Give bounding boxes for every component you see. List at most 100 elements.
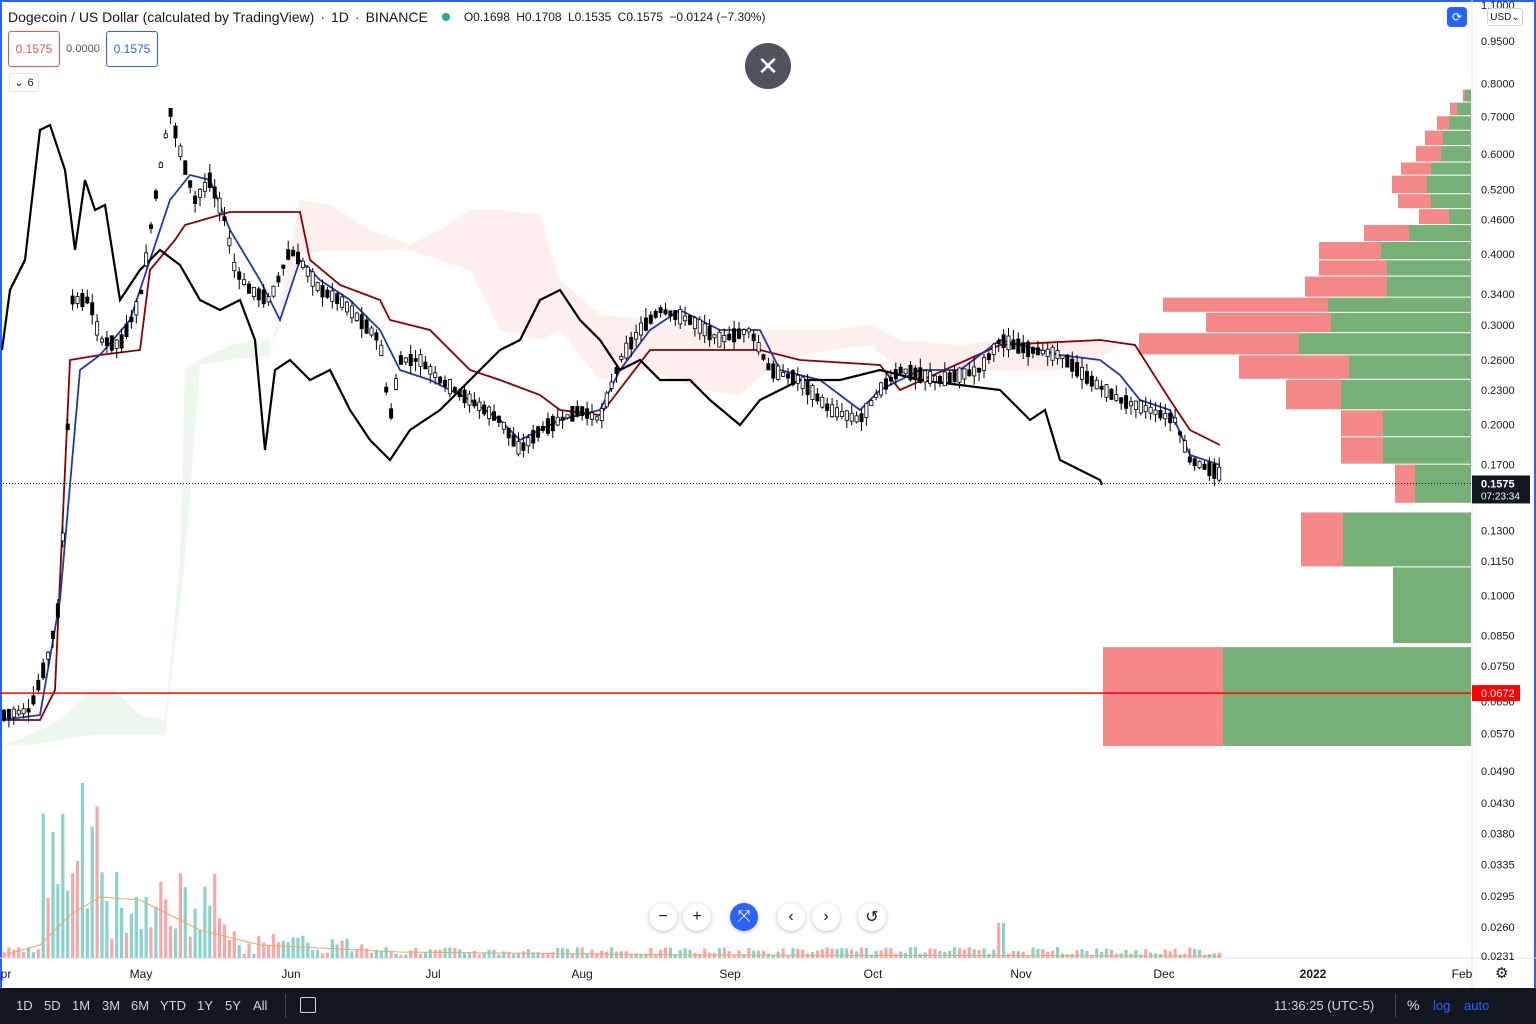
zoom-in-button[interactable]: + [683, 903, 711, 931]
candle-body [452, 387, 457, 393]
candle-body [1040, 349, 1045, 355]
range-3m[interactable]: 3M [102, 998, 121, 1013]
candle-body [305, 266, 310, 277]
candle-body [795, 374, 800, 384]
time-tick-label: Feb [1452, 967, 1473, 981]
time-tick-label: Nov [1010, 967, 1031, 981]
volume-bar [169, 926, 173, 958]
currency-select[interactable]: USD ⌄ [1487, 8, 1523, 26]
calendar-icon[interactable] [300, 997, 316, 1013]
volume-profile-sell [1416, 146, 1441, 162]
log-scale-button[interactable]: log [1433, 998, 1451, 1013]
price-tick-label: 0.0295 [1481, 891, 1515, 903]
candle-body [849, 412, 854, 422]
range-5d[interactable]: 5D [44, 998, 61, 1013]
percent-scale-button[interactable]: % [1407, 997, 1420, 1013]
volume-bar [815, 950, 819, 958]
volume-bar [75, 860, 80, 958]
reset-chart-button[interactable]: ↺ [858, 903, 886, 931]
gear-icon[interactable]: ⚙ [1495, 965, 1509, 982]
bottom-toolbar: 1D 5D 1M 3M 6M YTD 1Y 5Y All 11:36:25 (U… [0, 988, 1536, 1024]
volume-profile-buy [1328, 297, 1471, 312]
candle-body [658, 307, 663, 314]
candle-body [732, 328, 737, 343]
volume-profile-buy [1343, 512, 1471, 567]
volume-bar [507, 952, 511, 958]
candle-body [536, 426, 541, 438]
volume-bar [1002, 923, 1006, 958]
candle-body [36, 679, 41, 691]
reset-scale-button[interactable]: ⤧ [730, 903, 758, 931]
reset-icon: ↺ [865, 909, 879, 926]
volume-bar [100, 872, 104, 958]
candle-body [369, 327, 374, 336]
volume-profile-sell [1341, 437, 1383, 464]
sell-price-button[interactable]: 0.1575 [8, 31, 60, 67]
candle-body [374, 332, 379, 341]
range-all[interactable]: All [253, 998, 268, 1013]
scroll-right-button[interactable]: › [812, 903, 840, 931]
candle-body [487, 406, 492, 419]
range-5y[interactable]: 5Y [225, 998, 241, 1013]
scroll-left-button[interactable]: ‹ [777, 903, 805, 931]
candle-body [300, 260, 305, 268]
candle-body [178, 145, 183, 158]
volume-bar [129, 913, 133, 958]
candle-body [237, 271, 242, 280]
candle-body [756, 342, 761, 353]
volume-bar [659, 949, 663, 958]
candle-body [898, 366, 903, 374]
volume-bar [771, 954, 775, 958]
candle-body [1099, 385, 1104, 390]
volume-bar [820, 949, 824, 958]
volume-bar [463, 952, 467, 958]
interval-label[interactable]: 1D [331, 9, 349, 25]
symbol-title[interactable]: Dogecoin / US Dollar (calculated by Trad… [8, 9, 315, 25]
close-icon[interactable]: ✕ [745, 43, 791, 89]
clock[interactable]: 11:36:25 (UTC-5) [1274, 998, 1375, 1013]
candle-body [590, 412, 595, 420]
volume-profile-buy [1441, 146, 1471, 162]
indicators-collapse-button[interactable]: ⌄ 6 [9, 73, 39, 92]
volume-bar [1011, 950, 1015, 958]
candle-body [320, 285, 325, 298]
range-1y[interactable]: 1Y [197, 998, 213, 1013]
volume-bar [95, 806, 99, 958]
candle-body [516, 441, 521, 455]
candle-body [555, 416, 560, 426]
volume-bar [673, 954, 677, 958]
candle-body [717, 331, 722, 348]
candle-body [60, 532, 65, 542]
candle-body [1119, 397, 1124, 404]
candle-body [1124, 395, 1129, 409]
range-ytd[interactable]: YTD [160, 998, 186, 1013]
symbol-header: Dogecoin / US Dollar (calculated by Trad… [8, 8, 768, 26]
range-1d[interactable]: 1D [16, 998, 33, 1013]
range-6m[interactable]: 6M [131, 998, 150, 1013]
change-value: −0.0124 (−7.30%) [669, 10, 766, 24]
open-value: O0.1698 [463, 10, 510, 24]
candle-body [697, 319, 702, 334]
candle-body [31, 695, 36, 705]
range-1m[interactable]: 1M [72, 998, 91, 1013]
volume-bar [1085, 951, 1089, 958]
auto-scale-button[interactable]: auto [1464, 998, 1490, 1013]
bar-countdown: 07:23:34 [1481, 491, 1520, 502]
price-tick-label: 0.0570 [1481, 729, 1515, 741]
volume-bar [663, 947, 668, 958]
candle-body [1173, 417, 1178, 423]
volume-bar [928, 948, 932, 958]
time-tick-label: May [130, 967, 153, 981]
buy-price-button[interactable]: 0.1575 [106, 31, 158, 67]
chart-canvas[interactable]: 1.10000.95000.80000.70000.60000.52000.46… [0, 0, 1536, 988]
sync-icon[interactable]: ⟳ [1447, 7, 1467, 27]
candle-body [193, 195, 198, 205]
volume-bar [732, 954, 736, 958]
volume-bar [12, 949, 16, 958]
candle-body [599, 408, 604, 422]
candle-body [398, 355, 403, 365]
zoom-out-button[interactable]: − [649, 903, 677, 931]
price-tick-label: 0.0335 [1481, 859, 1515, 871]
candle-body [1031, 347, 1036, 354]
